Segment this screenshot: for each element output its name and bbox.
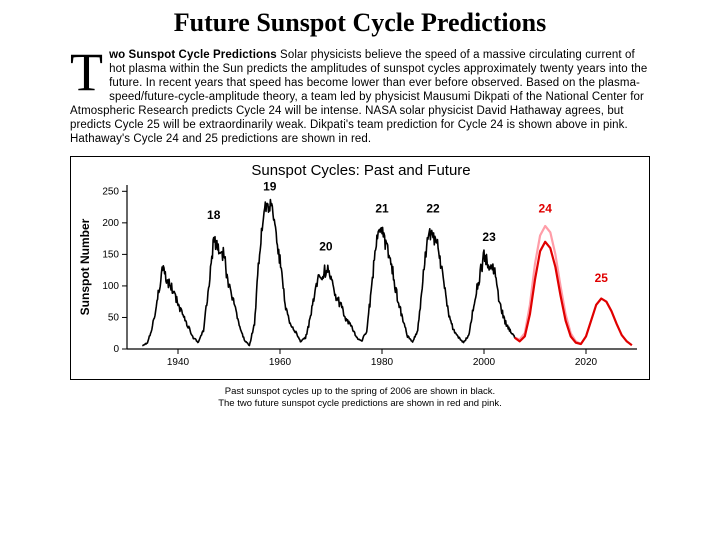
svg-text:100: 100 [102, 281, 119, 292]
svg-text:1940: 1940 [167, 357, 190, 368]
svg-text:21: 21 [375, 202, 389, 216]
svg-text:Sunspot Number: Sunspot Number [78, 218, 92, 315]
svg-text:50: 50 [108, 313, 120, 324]
svg-text:19: 19 [263, 180, 277, 194]
svg-text:18: 18 [207, 208, 221, 222]
svg-text:150: 150 [102, 249, 119, 260]
svg-text:23: 23 [482, 230, 496, 244]
chart-container: Sunspot Cycles: Past and Future 0 50 100 150… [70, 156, 650, 380]
caption-line-2: The two future sunspot cycle predictions… [218, 398, 502, 409]
paragraph-rest: Solar physicists believe the speed of a … [70, 49, 647, 145]
svg-text:Sunspot Cycles: Past and Futur: Sunspot Cycles: Past and Future [251, 162, 470, 179]
svg-text:25: 25 [595, 271, 609, 285]
caption-line-1: Past sunspot cycles up to the spring of … [225, 386, 495, 397]
svg-text:24: 24 [539, 202, 553, 216]
svg-text:250: 250 [102, 186, 119, 197]
svg-text:20: 20 [319, 239, 333, 253]
lead-bold-text: wo Sunspot Cycle Predictions [109, 49, 277, 61]
dropcap-letter: T [70, 48, 109, 96]
svg-text:2020: 2020 [575, 357, 598, 368]
svg-text:0: 0 [113, 344, 119, 355]
page-title: Future Sunspot Cycle Predictions [70, 8, 650, 38]
svg-text:2000: 2000 [473, 357, 496, 368]
svg-text:1980: 1980 [371, 357, 394, 368]
svg-text:1960: 1960 [269, 357, 292, 368]
intro-paragraph: T wo Sunspot Cycle Predictions Solar phy… [70, 48, 650, 146]
sunspot-chart: Sunspot Cycles: Past and Future 0 50 100 150… [73, 159, 649, 377]
svg-text:22: 22 [426, 202, 440, 216]
chart-caption: Past sunspot cycles up to the spring of … [70, 386, 650, 409]
svg-text:200: 200 [102, 218, 119, 229]
page-root: Future Sunspot Cycle Predictions T wo Su… [0, 0, 720, 540]
